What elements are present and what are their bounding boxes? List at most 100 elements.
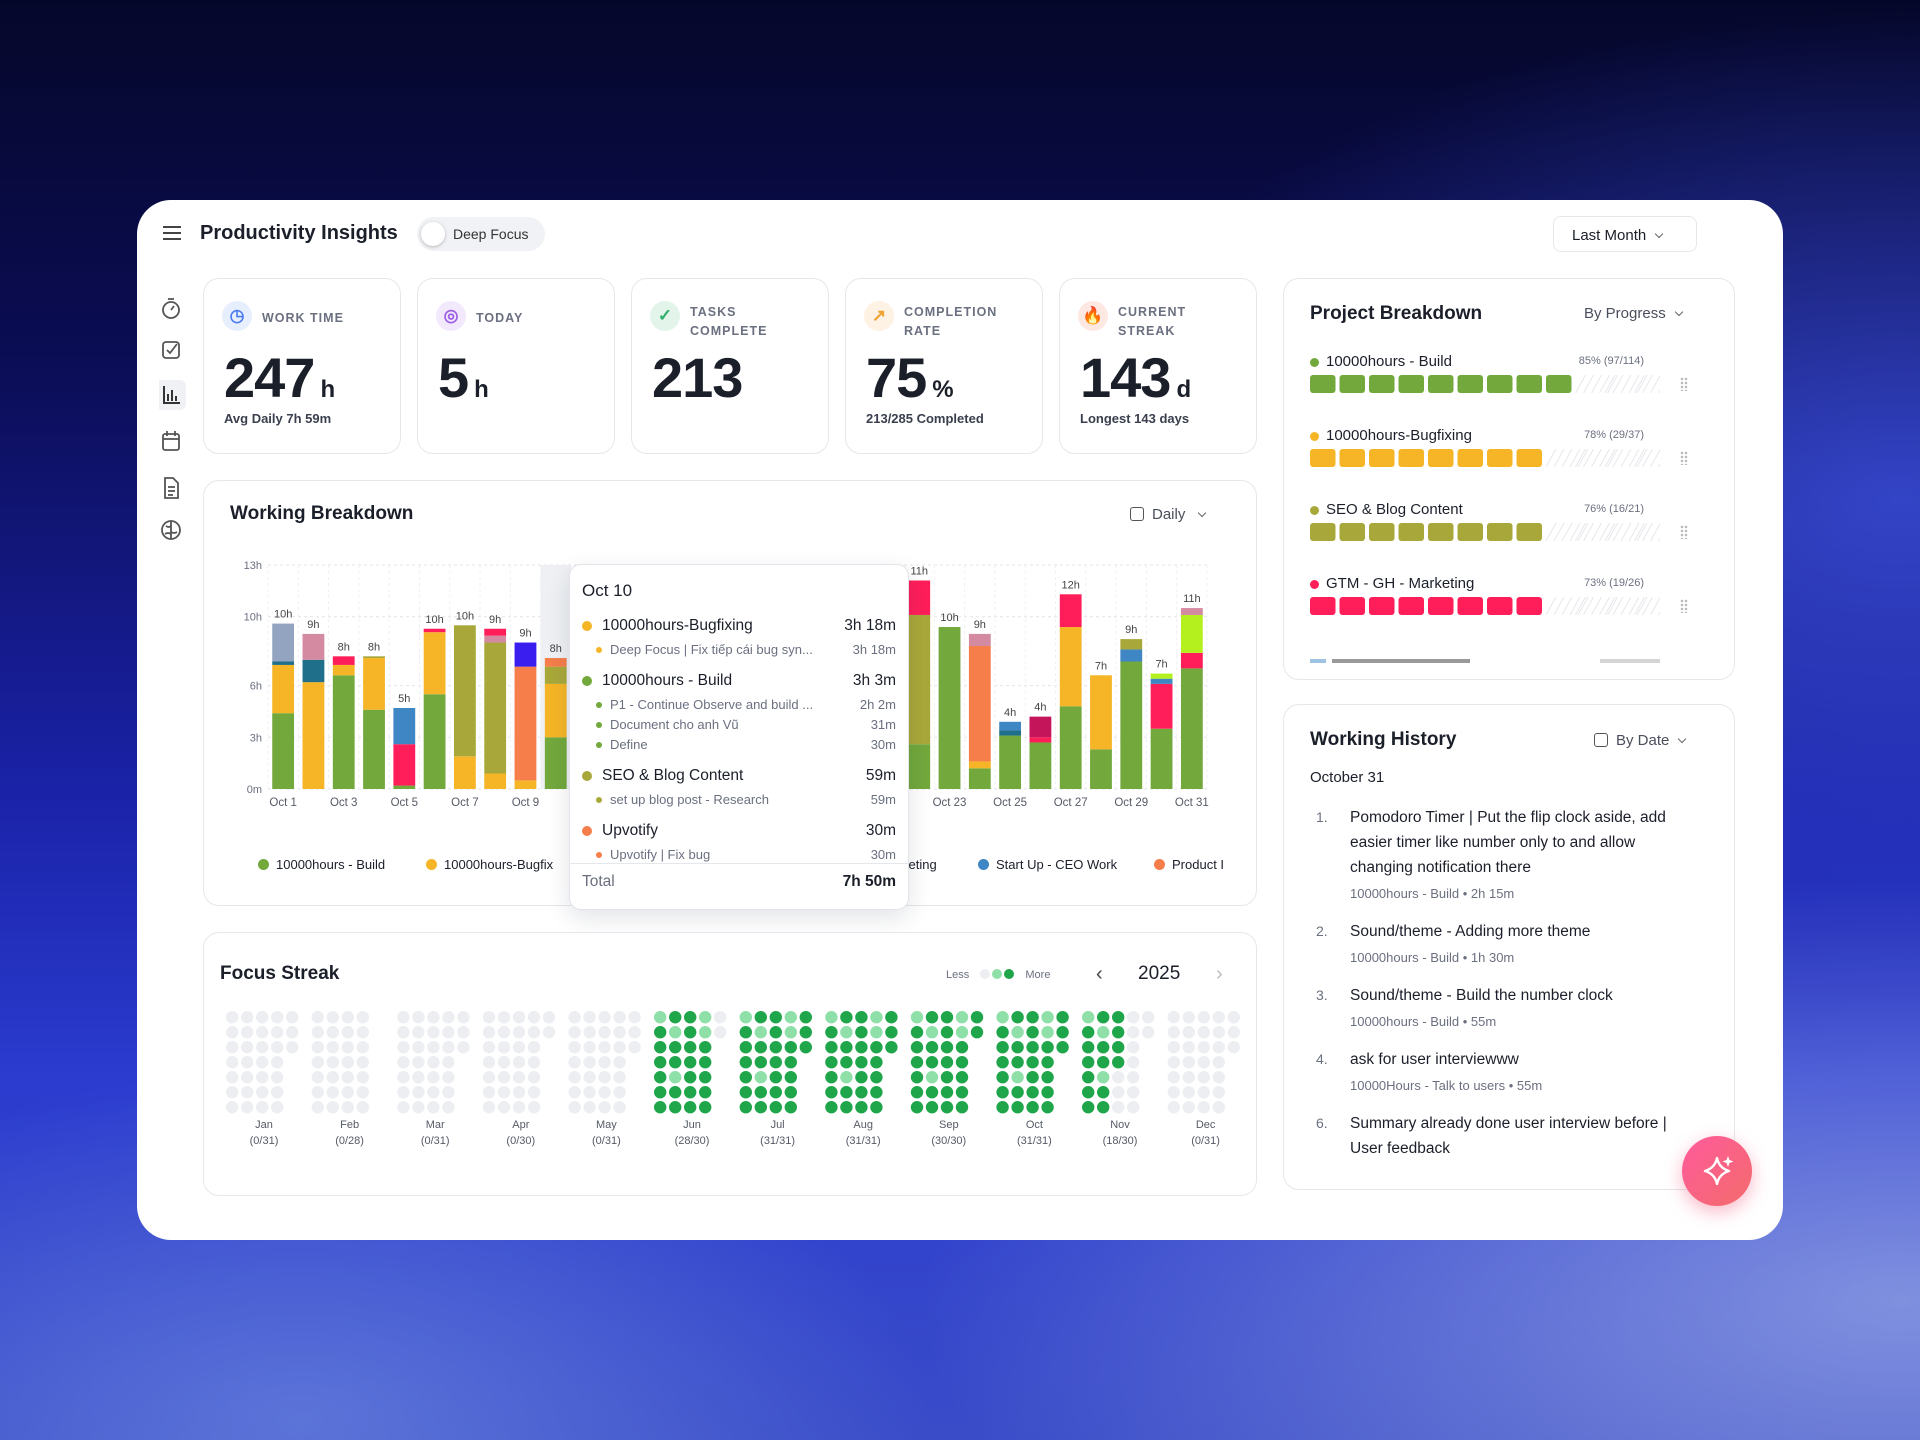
bar-segment[interactable] xyxy=(1150,683,1173,729)
streak-day[interactable] xyxy=(271,1101,284,1114)
bar-segment[interactable] xyxy=(393,785,416,789)
streak-day[interactable] xyxy=(925,1011,939,1024)
streak-day[interactable] xyxy=(1197,1056,1210,1069)
bar-segment[interactable] xyxy=(1150,728,1173,789)
streak-day[interactable] xyxy=(1212,1071,1225,1084)
bar-segment[interactable] xyxy=(544,683,567,738)
bar-segment[interactable] xyxy=(1029,716,1052,738)
streak-day[interactable] xyxy=(226,1026,239,1039)
streak-day[interactable] xyxy=(1167,1011,1180,1024)
streak-day[interactable] xyxy=(341,1026,354,1039)
streak-day[interactable] xyxy=(940,1101,954,1114)
streak-day[interactable] xyxy=(241,1041,254,1054)
streak-day[interactable] xyxy=(940,1041,954,1054)
bar-segment[interactable] xyxy=(1180,608,1203,615)
streak-day[interactable] xyxy=(1097,1041,1110,1054)
streak-day[interactable] xyxy=(311,1071,324,1084)
streak-day[interactable] xyxy=(784,1056,797,1069)
streak-day[interactable] xyxy=(527,1026,541,1039)
streak-day[interactable] xyxy=(769,1041,782,1054)
bar-segment[interactable] xyxy=(393,744,416,786)
streak-day[interactable] xyxy=(527,1056,541,1069)
streak-day[interactable] xyxy=(628,1026,641,1039)
streak-day[interactable] xyxy=(568,1056,581,1069)
streak-day[interactable] xyxy=(1127,1011,1140,1024)
streak-day[interactable] xyxy=(1127,1026,1140,1039)
streak-day[interactable] xyxy=(1167,1026,1180,1039)
streak-day[interactable] xyxy=(885,1026,898,1039)
streak-day[interactable] xyxy=(241,1011,254,1024)
streak-day[interactable] xyxy=(1011,1056,1024,1069)
streak-day[interactable] xyxy=(271,1056,284,1069)
streak-day[interactable] xyxy=(784,1026,797,1039)
streak-day[interactable] xyxy=(427,1026,440,1039)
bar-segment[interactable] xyxy=(302,682,325,789)
project-sort-select[interactable]: By Progress xyxy=(1584,305,1683,322)
streak-day[interactable] xyxy=(799,1041,812,1054)
streak-day[interactable] xyxy=(910,1086,924,1099)
bar-segment[interactable] xyxy=(968,645,991,762)
streak-day[interactable] xyxy=(527,1041,541,1054)
streak-day[interactable] xyxy=(699,1026,712,1039)
streak-day[interactable] xyxy=(527,1101,541,1114)
streak-day[interactable] xyxy=(341,1101,354,1114)
streak-day[interactable] xyxy=(1056,1026,1069,1039)
streak-day[interactable] xyxy=(412,1101,425,1114)
streak-day[interactable] xyxy=(497,1101,511,1114)
streak-day[interactable] xyxy=(311,1086,324,1099)
bar-segment[interactable] xyxy=(1120,639,1143,650)
legend-item[interactable]: 10000hours - Build xyxy=(258,857,385,872)
streak-day[interactable] xyxy=(1082,1011,1095,1024)
streak-day[interactable] xyxy=(482,1071,496,1084)
streak-day[interactable] xyxy=(714,1011,727,1024)
bar-segment[interactable] xyxy=(423,694,446,789)
streak-day[interactable] xyxy=(598,1056,611,1069)
drag-handle-icon[interactable] xyxy=(1680,451,1688,465)
bar-segment[interactable] xyxy=(332,675,355,789)
bar-segment[interactable] xyxy=(1090,675,1112,750)
streak-day[interactable] xyxy=(598,1011,611,1024)
streak-day[interactable] xyxy=(654,1026,667,1039)
streak-day[interactable] xyxy=(568,1101,581,1114)
streak-day[interactable] xyxy=(754,1071,767,1084)
streak-day[interactable] xyxy=(1212,1101,1225,1114)
streak-day[interactable] xyxy=(311,1041,324,1054)
streak-day[interactable] xyxy=(497,1011,511,1024)
streak-day[interactable] xyxy=(226,1041,239,1054)
streak-day[interactable] xyxy=(271,1041,284,1054)
streak-day[interactable] xyxy=(341,1011,354,1024)
streak-day[interactable] xyxy=(442,1071,455,1084)
streak-day[interactable] xyxy=(1011,1011,1024,1024)
streak-day[interactable] xyxy=(256,1086,269,1099)
streak-day[interactable] xyxy=(739,1041,752,1054)
streak-day[interactable] xyxy=(784,1086,797,1099)
streak-day[interactable] xyxy=(583,1071,596,1084)
streak-day[interactable] xyxy=(870,1101,883,1114)
streak-day[interactable] xyxy=(1082,1056,1095,1069)
bar-segment[interactable] xyxy=(908,580,931,615)
streak-day[interactable] xyxy=(542,1011,556,1024)
streak-day[interactable] xyxy=(356,1041,369,1054)
streak-day[interactable] xyxy=(226,1086,239,1099)
bar-segment[interactable] xyxy=(999,721,1022,731)
streak-day[interactable] xyxy=(855,1101,868,1114)
streak-day[interactable] xyxy=(1041,1056,1054,1069)
bar-segment[interactable] xyxy=(968,768,991,789)
streak-day[interactable] xyxy=(955,1041,969,1054)
streak-day[interactable] xyxy=(855,1011,868,1024)
streak-day[interactable] xyxy=(527,1071,541,1084)
bar-segment[interactable] xyxy=(423,632,446,695)
streak-day[interactable] xyxy=(356,1071,369,1084)
streak-day[interactable] xyxy=(271,1026,284,1039)
bar-segment[interactable] xyxy=(1150,673,1173,679)
streak-day[interactable] xyxy=(925,1056,939,1069)
streak-day[interactable] xyxy=(769,1056,782,1069)
streak-day[interactable] xyxy=(840,1026,853,1039)
streak-day[interactable] xyxy=(583,1041,596,1054)
streak-day[interactable] xyxy=(326,1056,339,1069)
streak-day[interactable] xyxy=(527,1011,541,1024)
streak-day[interactable] xyxy=(955,1011,969,1024)
streak-day[interactable] xyxy=(1041,1026,1054,1039)
drag-handle-icon[interactable] xyxy=(1680,377,1688,391)
bar-segment[interactable] xyxy=(1029,737,1052,743)
